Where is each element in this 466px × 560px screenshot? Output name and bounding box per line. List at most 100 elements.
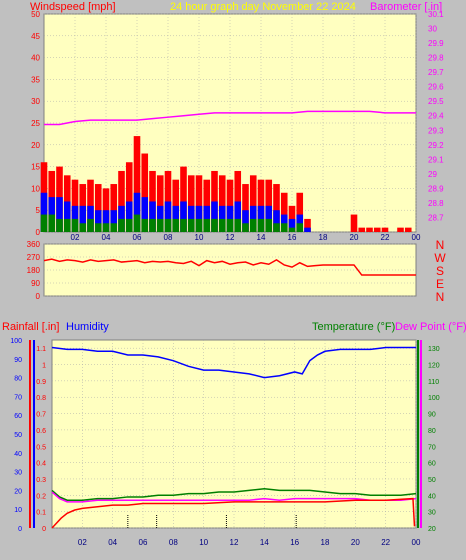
- wind-bar-low: [79, 223, 87, 232]
- wind-bar-low: [296, 223, 304, 232]
- barometer-tick-label: 29.9: [428, 39, 444, 48]
- humidity-tick-label: 60: [14, 413, 22, 420]
- wind-bar-gust: [366, 227, 373, 232]
- wind-tick-label: 10: [31, 184, 40, 193]
- time-tick-label: 06: [139, 538, 148, 547]
- barometer-tick-label: 29.5: [428, 97, 444, 106]
- wind-bar-low: [94, 223, 102, 232]
- temperature-tick-label: 80: [428, 428, 436, 435]
- wind-bar-wind: [273, 210, 280, 232]
- graph-title: 24 hour graph day November 22 2024: [170, 1, 356, 13]
- time-tick-label: 12: [226, 233, 235, 242]
- wind-bar-low: [265, 218, 273, 232]
- time-tick-label: 12: [230, 538, 239, 547]
- wind-bar-low: [63, 218, 71, 232]
- wind-bar-low: [180, 218, 187, 232]
- humidity-tick-label: 100: [10, 338, 22, 345]
- wind-bar-gust: [397, 227, 404, 232]
- wind-tick-label: 30: [31, 97, 40, 106]
- humidity-line: [51, 346, 416, 379]
- barometer-tick-label: 29.8: [428, 54, 444, 63]
- compass-label: E: [436, 277, 444, 291]
- wind-bar-gust: [273, 184, 280, 232]
- wind-tick-label: 35: [31, 75, 40, 84]
- wind-bar-low: [40, 214, 48, 232]
- wind-bar-low: [273, 223, 280, 232]
- humidity-tick-label: 10: [14, 507, 22, 514]
- wind-bar-low: [149, 218, 156, 232]
- humidity-tick-label: 0: [18, 526, 22, 533]
- rain-tick-label: 0.8: [36, 395, 46, 402]
- wind-bar-low: [288, 227, 296, 232]
- wind-bar-gust: [195, 175, 203, 232]
- dew-point-line: [51, 491, 417, 503]
- wind-bar-gust: [358, 227, 366, 232]
- wind-bar-low: [280, 223, 288, 232]
- barometer-label: Barometer [.in]: [370, 1, 442, 13]
- wind-bar-gust: [218, 175, 226, 232]
- time-tick-label: 14: [260, 538, 269, 547]
- wind-tick-label: 25: [31, 119, 40, 128]
- time-tick-label: 22: [381, 538, 390, 547]
- rain-tick-label: 1.1: [36, 346, 46, 353]
- wind-bar-wind: [102, 210, 110, 232]
- temperature-tick-label: 70: [428, 444, 436, 451]
- wind-bar-gust: [373, 227, 381, 232]
- wind-bar-gust: [94, 184, 102, 232]
- wind-bar-wind: [63, 201, 71, 232]
- temperature-tick-label: 130: [428, 346, 440, 353]
- wind-bar-gust: [125, 162, 133, 232]
- direction-tick-label: 270: [27, 253, 41, 262]
- wind-bar-low: [226, 218, 234, 232]
- direction-line: [43, 258, 416, 276]
- wind-bar-wind: [304, 227, 311, 232]
- temperature-label: Temperature (°F): [312, 321, 395, 333]
- time-tick-label: 02: [71, 233, 80, 242]
- wind-bar-low: [172, 218, 180, 232]
- wind-bar-wind: [141, 197, 149, 232]
- wind-bar-low: [141, 218, 149, 232]
- dewpoint-axis-bar: [420, 340, 422, 528]
- wind-tick-label: 15: [31, 163, 40, 172]
- wind-bar-gust: [187, 175, 195, 232]
- rain-tick-label: 0.6: [36, 428, 46, 435]
- time-tick-label: 16: [288, 233, 297, 242]
- wind-bar-low: [257, 218, 265, 232]
- wind-bar-wind: [56, 197, 63, 232]
- wind-bar-low: [87, 218, 94, 232]
- temperature-tick-label: 120: [428, 363, 440, 370]
- temperature-tick-label: 30: [428, 510, 436, 517]
- rain-axis-bar: [29, 340, 31, 528]
- direction-tick-label: 360: [27, 240, 41, 249]
- wind-bar-low: [249, 218, 257, 232]
- temperature-tick-label: 90: [428, 412, 436, 419]
- wind-bar-low: [187, 218, 195, 232]
- wind-bar-wind: [110, 210, 118, 232]
- wind-bar-gust: [350, 214, 358, 232]
- time-tick-label: 16: [290, 538, 299, 547]
- humidity-axis-bar: [33, 340, 35, 528]
- time-tick-label: 20: [351, 538, 360, 547]
- humidity-tick-label: 20: [14, 488, 22, 495]
- rainfall-label: Rainfall [.in]: [2, 321, 59, 333]
- humidity-tick-label: 70: [14, 394, 22, 401]
- rain-tick-label: 0.9: [36, 379, 46, 386]
- humidity-label: Humidity: [66, 321, 109, 333]
- compass-label: W: [434, 251, 446, 265]
- wind-bar-gust: [118, 170, 125, 232]
- barometer-tick-label: 29.7: [428, 68, 444, 77]
- wind-bar-low: [234, 218, 242, 232]
- temperature-tick-label: 110: [428, 379, 439, 386]
- wind-bar-low: [195, 218, 203, 232]
- direction-tick-label: 0: [36, 292, 41, 301]
- barometer-tick-label: 29.4: [428, 112, 444, 121]
- wind-bar-wind: [79, 205, 87, 232]
- time-tick-label: 04: [102, 233, 111, 242]
- wind-tick-label: 5: [36, 206, 41, 215]
- time-tick-label: 08: [164, 233, 173, 242]
- direction-tick-label: 180: [27, 266, 41, 275]
- time-tick-label: 02: [78, 538, 87, 547]
- data-marks: [40, 110, 417, 529]
